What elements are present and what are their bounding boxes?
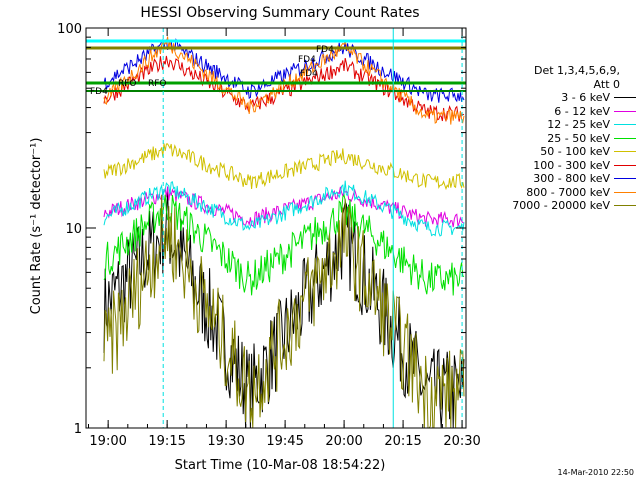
flag-label-5: FD4	[300, 69, 318, 79]
legend-entry-6: 300 - 800 keV	[486, 172, 636, 186]
chart-title: HESSI Observing Summary Count Rates	[140, 5, 419, 21]
legend-label-7: 800 - 7000 keV	[526, 185, 610, 199]
legend-label-0: 3 - 6 keV	[561, 91, 610, 104]
legend-entry-2: 12 - 25 keV	[486, 118, 636, 132]
legend-swatch-7	[614, 191, 636, 193]
legend-label-8: 7000 - 20000 keV	[512, 199, 610, 212]
legend-swatch-1	[614, 110, 636, 112]
y-tick-label-0: 1	[74, 422, 82, 437]
legend-entry-7: 800 - 7000 keV	[486, 186, 636, 200]
legend-label-2: 12 - 25 keV	[547, 118, 610, 131]
legend-entry-5: 100 - 300 keV	[486, 159, 636, 173]
series-line-3	[103, 193, 465, 296]
flag-label-1: RFO	[148, 79, 167, 89]
x-tick-label-3: 19:45	[266, 434, 303, 449]
legend-entry-3: 25 - 50 keV	[486, 132, 636, 146]
legend-swatch-0	[614, 97, 636, 99]
legend-swatch-4	[614, 151, 636, 153]
flag-label-2: FD4	[90, 87, 108, 97]
legend-label-3: 25 - 50 keV	[547, 131, 610, 145]
legend-swatch-8	[614, 205, 636, 207]
flag-label-4: FD4	[316, 45, 334, 55]
legend-entries: 3 - 6 keV 6 - 12 keV 12 - 25 keV 25 - 50 ke…	[486, 91, 636, 213]
axes: 19:00 19:15 19:30 19:45 20:00 20:15 20:30 1 10 10…	[57, 22, 481, 449]
y-tick-label-1: 10	[65, 222, 82, 237]
series-line-2	[103, 180, 465, 237]
x-tick-label-0: 19:00	[89, 434, 126, 449]
legend-title-line-1: Det 1,3,4,5,6,9,	[533, 64, 620, 77]
x-tick-label-5: 20:15	[384, 434, 421, 449]
series-line-8	[103, 194, 465, 429]
legend-label-1: 6 - 12 keV	[554, 104, 610, 118]
x-tick-label-1: 19:15	[148, 434, 185, 449]
x-tick-label-4: 20:00	[325, 434, 362, 449]
legend-entry-4: 50 - 100 keV	[486, 145, 636, 159]
series-line-4	[103, 143, 465, 191]
x-tick-label-6: 20:30	[443, 434, 480, 449]
legend-label-4: 50 - 100 keV	[540, 145, 610, 158]
legend-entry-8: 7000 - 20000 keV	[486, 199, 636, 213]
series-line-0	[103, 190, 465, 429]
legend-swatch-3	[614, 137, 636, 139]
legend-entry-0: 3 - 6 keV	[486, 91, 636, 105]
series-line-5	[103, 55, 465, 122]
footer-date: 14-Mar-2010 22:50	[557, 468, 635, 477]
legend-label-6: 300 - 800 keV	[533, 172, 610, 185]
legend-label-5: 100 - 300 keV	[533, 158, 610, 172]
legend: Det 1,3,4,5,6,9, Att 0 3 - 6 keV 6 - 12 k…	[486, 64, 636, 213]
legend-swatch-5	[614, 164, 636, 166]
legend-swatch-6	[614, 178, 636, 180]
legend-title-line-2: Att 0	[593, 77, 620, 91]
flag-label-3: FD4	[298, 55, 316, 65]
x-tick-label-2: 19:30	[207, 434, 244, 449]
legend-entry-1: 6 - 12 keV	[486, 105, 636, 119]
flag-label-0: RFO	[118, 79, 137, 89]
x-axis-label: Start Time (10-Mar-08 18:54:22)	[175, 458, 386, 473]
legend-swatch-2	[614, 124, 636, 126]
y-tick-label-2: 100	[57, 22, 82, 37]
y-axis-label: Count Rate (s⁻¹ detector⁻¹)	[29, 138, 44, 315]
